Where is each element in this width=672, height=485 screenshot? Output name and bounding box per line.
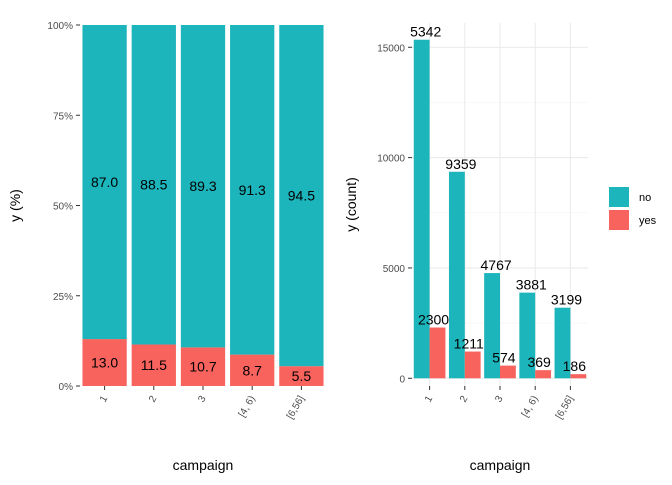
y-tick-label: 10000 [377, 154, 405, 165]
legend-key-yes [609, 210, 629, 230]
bar-no [131, 25, 176, 345]
data-label-no: 5342 [410, 24, 441, 40]
bar-yes [131, 344, 176, 386]
count-dodged-bar-panel: 0 5000 10000 15000 5342 2300 1 9359 1211 2 4767 574… [343, 23, 588, 473]
bar-no [413, 39, 430, 379]
x-tick-label: 2 [147, 394, 160, 405]
x-tick-label: 1 [98, 394, 111, 405]
y-axis-title: y (count) [343, 177, 359, 231]
x-tick-label: [4, 6) [520, 394, 541, 419]
x-tick-label: [6,56] [285, 394, 307, 421]
x-axis-title: campaign [470, 457, 531, 473]
x-tick-label: [6,56] [554, 394, 576, 421]
y-tick-label: 25% [53, 292, 73, 303]
y-tick-label: 75% [53, 111, 73, 122]
bar-yes [500, 365, 516, 379]
bar-no [554, 307, 571, 379]
bar-yes [570, 374, 587, 379]
y-tick-label: 50% [53, 202, 73, 213]
data-label-no: 3199 [551, 292, 582, 308]
bar-no [180, 25, 226, 348]
data-label-yes: 8.7 [242, 362, 262, 378]
data-label-no: 3881 [516, 277, 547, 293]
y-tick-label: 15000 [377, 43, 405, 54]
data-label-no: 4767 [481, 257, 512, 273]
data-label-yes: 1211 [454, 336, 484, 352]
bar-no [484, 273, 500, 379]
data-label-yes: 369 [527, 354, 551, 370]
legend: no yes [609, 187, 657, 230]
data-label-yes: 13.0 [91, 355, 118, 371]
bar-yes [279, 366, 324, 386]
y-tick-label: 100% [47, 21, 73, 32]
x-tick-label: 3 [493, 394, 506, 405]
data-label-no: 89.3 [189, 178, 216, 194]
legend-label-no: no [639, 192, 651, 204]
bar-yes [535, 370, 552, 379]
bar-yes [82, 339, 127, 386]
data-label-yes: 5.5 [292, 368, 312, 384]
x-tick-label: [4, 6) [237, 394, 258, 419]
y-tick-label: 0% [59, 382, 74, 393]
bar-yes [429, 327, 446, 379]
bar-no [82, 25, 127, 340]
data-label-no: 9359 [445, 156, 476, 172]
x-tick-label: 3 [196, 394, 209, 405]
data-label-yes: 2300 [418, 312, 449, 328]
y-axis-title: y (%) [7, 189, 23, 222]
data-label-yes: 186 [563, 358, 587, 374]
bar-no [230, 25, 275, 355]
bar-yes [230, 354, 275, 386]
bar-yes [464, 351, 481, 379]
data-label-yes: 574 [492, 350, 516, 366]
legend-label-yes: yes [639, 215, 657, 227]
data-label-no: 91.3 [239, 182, 266, 198]
y-tick-label: 0 [399, 374, 405, 385]
data-label-no: 94.5 [288, 188, 315, 204]
data-label-no: 88.5 [140, 177, 167, 193]
x-axis-title: campaign [173, 457, 234, 473]
bar-no [519, 292, 536, 379]
data-label-yes: 10.7 [189, 359, 216, 375]
data-label-no: 87.0 [91, 174, 118, 190]
x-tick-label: 1 [423, 394, 436, 405]
bar-yes [180, 347, 226, 386]
bar-no [448, 171, 465, 379]
percent-stacked-bar-panel: 0% 25% 50% 75% 100% 87.0 13.0 1 88.5 11.5 2 89.3 10.… [7, 21, 324, 473]
x-tick-label: 2 [458, 394, 471, 405]
data-label-yes: 11.5 [141, 357, 167, 373]
bar-no [279, 25, 324, 367]
y-tick-label: 5000 [383, 264, 406, 275]
legend-key-no [609, 187, 629, 207]
